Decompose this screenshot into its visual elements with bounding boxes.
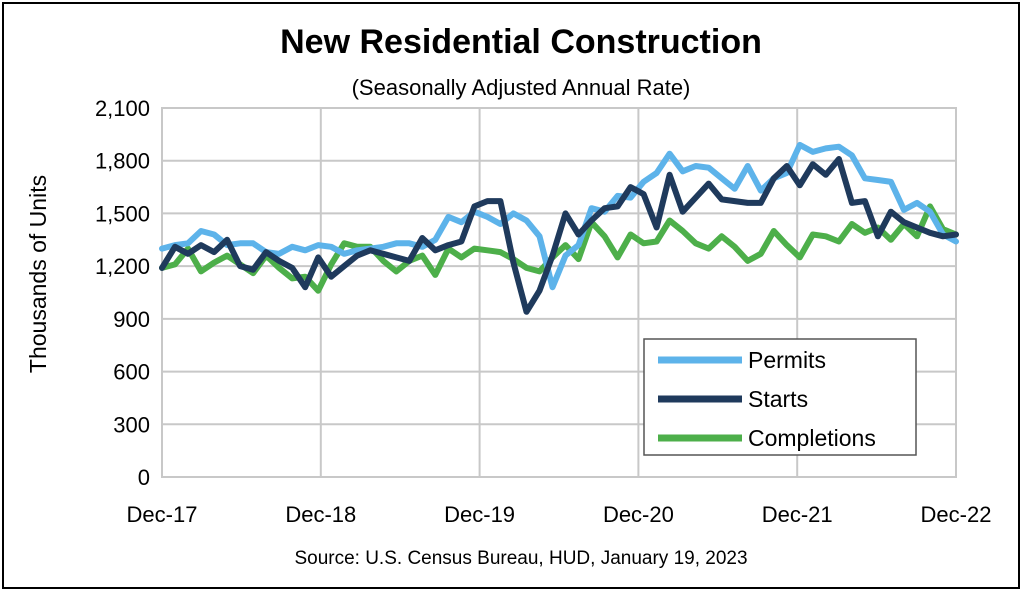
legend-label-starts: Starts: [748, 386, 808, 412]
x-tick-label: Dec-18: [285, 502, 356, 527]
x-tick-label: Dec-20: [603, 502, 674, 527]
y-axis-label: Thousands of Units: [25, 175, 51, 373]
y-tick-label: 0: [138, 465, 150, 490]
y-tick-label: 2,100: [95, 96, 150, 121]
plot-border: [161, 107, 957, 478]
x-tick-label: Dec-17: [127, 502, 198, 527]
x-tick-label: Dec-21: [762, 502, 833, 527]
y-tick-label: 900: [113, 307, 150, 332]
series-line-completions: [159, 203, 959, 294]
line-chart: New Residential Construction (Seasonally…: [25, 23, 992, 569]
y-tick-label: 600: [113, 360, 150, 385]
source-note: Source: U.S. Census Bureau, HUD, January…: [294, 548, 747, 569]
y-tick-label: 1,500: [95, 201, 150, 226]
y-tick-label: 1,200: [95, 254, 150, 279]
legend-label-permits: Permits: [748, 347, 826, 373]
legend-label-completions: Completions: [748, 425, 876, 451]
series-line-starts: [159, 156, 959, 315]
legend: Permits Starts Completions: [643, 338, 917, 456]
series-line-permits: [159, 141, 959, 291]
y-tick-label: 1,800: [95, 149, 150, 174]
x-tick-label: Dec-22: [921, 502, 992, 527]
chart-title: New Residential Construction: [280, 23, 762, 61]
plot-area: 0 300 600 900 1,200 1,500 1,800 2,100 Dec-17 Dec-…: [95, 96, 992, 527]
x-tick-label: Dec-19: [444, 502, 515, 527]
chart-subtitle: (Seasonally Adjusted Annual Rate): [352, 75, 691, 100]
y-tick-label: 300: [113, 412, 150, 437]
